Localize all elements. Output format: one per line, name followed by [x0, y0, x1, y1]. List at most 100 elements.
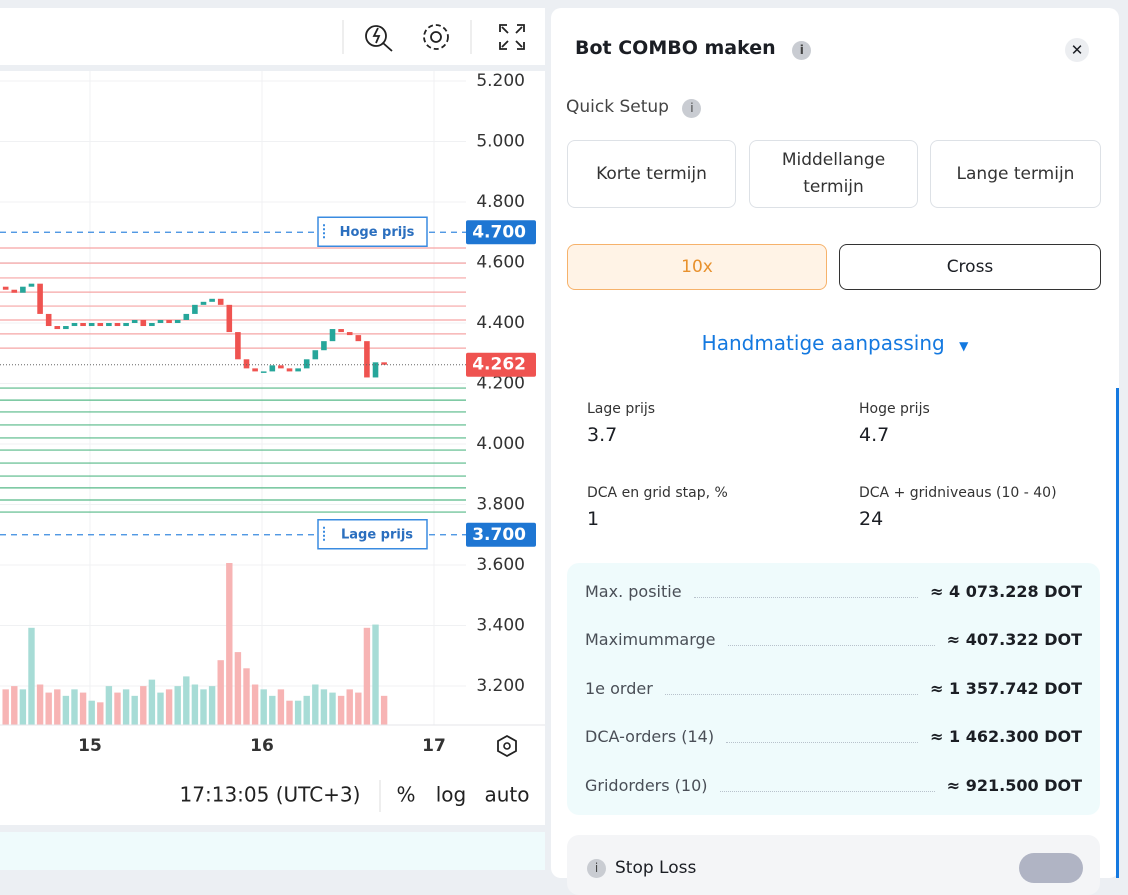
price-line-name: Lage prijs: [341, 527, 413, 542]
info-icon[interactable]: i: [682, 99, 702, 118]
field-value[interactable]: 1: [587, 508, 600, 530]
y-tick-label: 5.200: [476, 71, 525, 91]
field-value[interactable]: 4.7: [859, 424, 890, 446]
candle: [106, 323, 112, 327]
volume-bar: [165, 689, 173, 725]
toolbar-icons[interactable]: [365, 24, 525, 52]
y-tick-label: 3.600: [476, 555, 525, 575]
summary-value: ≈ 921.500 DOT: [946, 775, 1082, 795]
field-label: Hoge prijs: [859, 401, 930, 417]
y-tick-label: 3.400: [476, 616, 525, 636]
price-tag-label: 3.700: [472, 525, 526, 545]
margin-mode-button[interactable]: Cross: [839, 244, 1101, 290]
summary-value: ≈ 407.322 DOT: [946, 630, 1082, 649]
candle: [37, 283, 43, 314]
preset-button[interactable]: Lange termijn: [930, 140, 1101, 208]
plot: [0, 71, 466, 725]
volume-bar: [140, 686, 147, 725]
leverage-button[interactable]: 10x: [567, 244, 827, 290]
candle: [312, 350, 319, 360]
candle: [346, 332, 353, 336]
percent-toggle[interactable]: %: [396, 783, 415, 807]
volume-bar: [157, 692, 164, 725]
info-icon[interactable]: i: [587, 859, 606, 878]
y-tick-label: 4.400: [476, 313, 525, 333]
bottom-strip: [0, 832, 545, 870]
candle: [97, 323, 104, 327]
stop-loss-toggle[interactable]: [1019, 853, 1083, 883]
candle: [45, 313, 52, 327]
price-tag: [466, 352, 536, 377]
settings-icon[interactable]: [497, 734, 517, 758]
volume-bar: [320, 689, 328, 725]
candle: [209, 298, 215, 302]
price-tag: [466, 522, 536, 547]
candle: [372, 362, 379, 378]
candle: [123, 323, 129, 327]
candle: [364, 341, 370, 378]
y-tick-label: 4.600: [476, 253, 525, 273]
volume-bar: [105, 686, 113, 725]
preset-button[interactable]: Korte termijn: [567, 140, 736, 208]
y-tick-label: 4.200: [476, 374, 525, 394]
volume-bar: [217, 660, 224, 725]
manual-text: Handmatige aanpassing: [701, 331, 945, 355]
volume-bar: [122, 689, 130, 725]
candle: [71, 323, 78, 327]
summary-row: Gridorders (10) ≈ 921.500 DOT: [585, 773, 1082, 797]
leader: [693, 585, 919, 598]
candle: [183, 313, 190, 320]
summary-label: DCA-orders (14): [585, 727, 715, 746]
bot-panel: Bot COMBO maken i ✕ Quick Setup i Korte …: [551, 8, 1119, 895]
candle: [252, 368, 258, 372]
summary-row: Maximummarge ≈ 407.322 DOT: [585, 628, 1082, 652]
info-icon[interactable]: i: [792, 41, 812, 60]
candle: [166, 319, 172, 323]
volume-bar: [191, 684, 199, 725]
volume-bar: [11, 686, 18, 725]
price-tag-label: 4.700: [472, 222, 526, 242]
field-label: Lage prijs: [587, 401, 656, 417]
candle: [131, 319, 138, 323]
close-button[interactable]: ✕: [1065, 38, 1089, 62]
x-tick-label: 16: [250, 736, 274, 756]
panel-title: Bot COMBO maken i: [575, 37, 812, 60]
volume-bar: [208, 686, 216, 725]
volume-bar: [277, 689, 285, 725]
candle: [80, 323, 86, 327]
preset-button[interactable]: Middellange termijn: [749, 140, 918, 208]
scrollbar: [1116, 388, 1119, 878]
volume-bar: [19, 689, 27, 725]
summary-row: DCA-orders (14) ≈ 1 462.300 DOT: [585, 725, 1082, 749]
volume-bar: [28, 627, 35, 725]
candle: [28, 283, 35, 287]
title-text: Bot COMBO maken: [575, 37, 776, 59]
candle: [355, 335, 362, 342]
volume-bar: [355, 692, 362, 725]
candle: [54, 326, 61, 330]
y-tick-label: 3.800: [476, 495, 525, 515]
leader: [726, 730, 919, 743]
candle: [269, 365, 276, 372]
volume-bar: [62, 695, 70, 725]
candle: [200, 301, 207, 305]
candle: [381, 362, 387, 365]
stop-loss-box: i Stop Loss: [567, 835, 1100, 895]
volume-bar: [97, 702, 104, 725]
manual-toggle[interactable]: Handmatige aanpassing ▼: [701, 331, 969, 355]
volume-bar: [148, 679, 156, 725]
candle: [329, 329, 336, 342]
candle: [114, 323, 121, 327]
volume-bar: [294, 700, 302, 725]
y-tick-label: 4.000: [476, 434, 525, 454]
field-value[interactable]: 3.7: [587, 424, 618, 446]
volume-bar: [372, 624, 379, 725]
volume-bar: [183, 676, 190, 725]
auto-toggle[interactable]: auto: [484, 783, 529, 807]
summary-value: ≈ 1 462.300 DOT: [930, 727, 1082, 746]
field-value[interactable]: 24: [859, 508, 884, 530]
log-toggle[interactable]: log: [436, 783, 467, 807]
page: 17:13:05 (UTC+3) % log auto 5.200 5.000 4.…: [0, 8, 1119, 883]
chart-toolbar: [0, 8, 545, 65]
volume-bar: [303, 695, 310, 725]
